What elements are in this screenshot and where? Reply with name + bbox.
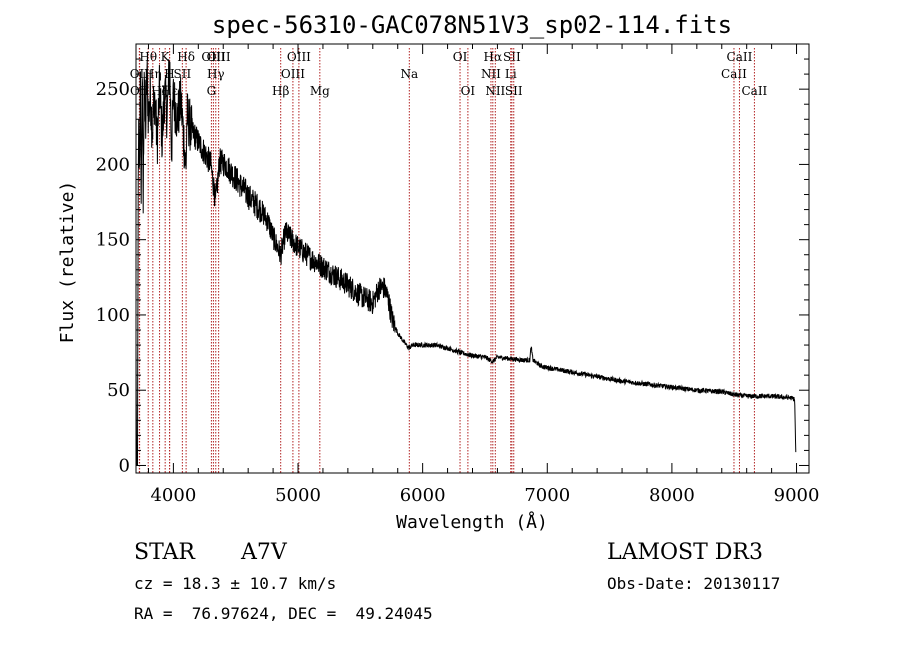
y-tick-label: 100 [96,305,130,326]
spectral-class: A7V [241,540,287,565]
spectral-line-label: OIII [201,50,225,64]
spectrum-layer [135,59,797,466]
spectral-line-label: SII [505,84,523,98]
spectrum-trace [135,59,797,466]
spectral-line-label: CaII [727,50,753,64]
y-tick-label: 200 [96,154,130,175]
x-axis-label: Wavelength (Å) [396,511,548,533]
object-type: STAR [134,540,195,565]
redshift-value: cz = 18.3 ± 10.7 km/s [134,574,337,593]
spectral-line-label: SII [174,67,192,81]
y-axis-label: Flux (relative) [57,181,78,344]
spectral-line-label: OI [453,50,468,64]
y-tick-label: 150 [96,230,130,251]
y-tick-label: 0 [119,455,130,476]
spectral-line-label: NII [485,84,505,98]
spectral-line-label: OIII [287,50,311,64]
spectral-line-label: CaII [721,67,747,81]
spectral-line-label: OIII [281,67,305,81]
spectral-line-label: Li [505,67,517,81]
y-tick-label: 50 [107,380,130,401]
survey-name: LAMOST DR3 [607,540,763,565]
spectral-line-label: Hη [144,67,162,81]
spectral-line-label: Mg [310,84,330,98]
chart-title: spec-56310-GAC078N51V3_sp02-114.fits [212,11,732,39]
coordinates: RA = 76.97624, DEC = 49.24045 [134,604,433,623]
x-tick-label: 9000 [774,485,820,506]
y-tick-label: 250 [96,79,130,100]
spectral-line-label: OIII [207,50,231,64]
x-tick-label: 6000 [400,485,446,506]
spectral-line-label: K [161,50,171,64]
spectral-line-label: G [207,84,217,98]
x-tick-label: 5000 [275,485,321,506]
obs-date: Obs-Date: 20130117 [607,574,781,593]
spectral-line-label: Hδ [177,50,195,64]
spectral-line-label: Hβ [272,84,289,98]
spectral-line-label: SII [503,50,521,64]
x-tick-label: 7000 [524,485,570,506]
spectral-line-label: Hθ [139,50,157,64]
spectral-line-label: CaII [741,84,767,98]
spectral-line-label: Hγ [207,67,225,81]
x-tick-label: 4000 [150,485,196,506]
spectral-line-label: OI [461,84,476,98]
spectral-line-label: NII [481,67,501,81]
spectral-lines-layer: HθOIIOIIHηHζKHHεSIIHδOIIIHγGOIIIHβOIIIOI… [130,48,768,473]
spectral-line-label: Hα [484,50,503,64]
plot-frame [135,43,810,474]
axis-ticks: 4000 5000 6000 7000 8000 9000 0 50 100 150 200 250 [96,44,820,506]
x-tick-label: 8000 [649,485,695,506]
spectral-line-label: Na [400,67,418,81]
